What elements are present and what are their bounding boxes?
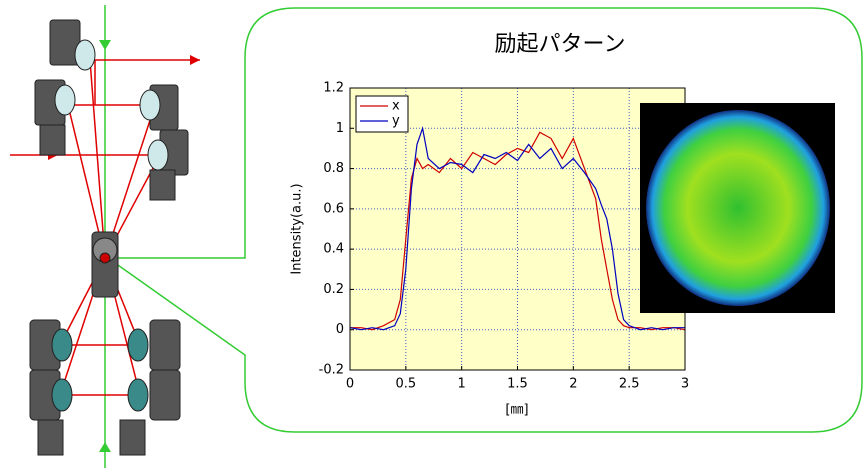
x-tick-label: 0 <box>346 377 354 392</box>
y-tick-label: -0.2 <box>319 363 344 378</box>
optics-illustration <box>10 5 200 468</box>
chart-title: 励起パターン <box>495 32 626 57</box>
x-axis-label: [㎜] <box>505 403 528 418</box>
x-tick-label: 0.5 <box>395 377 416 392</box>
y-tick-label: 0 <box>336 322 344 337</box>
inset-beam <box>646 110 830 306</box>
y-tick-label: 1.2 <box>323 81 344 96</box>
x-tick-label: 2.5 <box>619 377 640 392</box>
y-tick-label: 0.2 <box>323 282 344 297</box>
legend-label: x <box>392 99 400 114</box>
figure: 励起パターン Intensity(a.u.) [㎜] -0.200.20.40.… <box>0 0 867 472</box>
y-tick-label: 0.4 <box>323 242 344 257</box>
x-tick-label: 1.5 <box>507 377 528 392</box>
x-tick-label: 2 <box>569 377 577 392</box>
legend-box <box>356 96 408 132</box>
legend-label: y <box>392 114 400 129</box>
y-tick-label: 0.8 <box>323 161 344 176</box>
x-tick-label: 3 <box>681 377 689 392</box>
x-tick-label: 1 <box>458 377 466 392</box>
y-tick-label: 1 <box>336 121 344 136</box>
y-tick-label: 0.6 <box>323 201 344 216</box>
y-axis-label: Intensity(a.u.) <box>290 183 305 274</box>
